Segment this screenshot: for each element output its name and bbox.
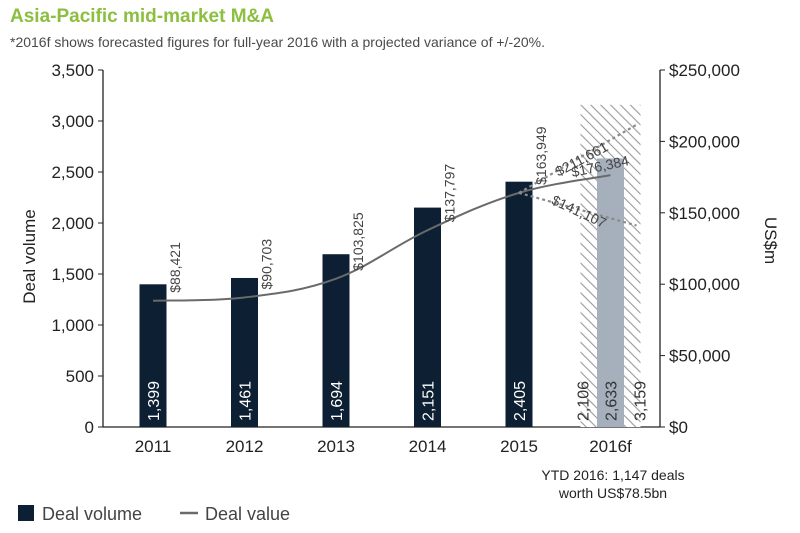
right-axis-title: US$m (761, 217, 780, 264)
left-tick-label: 2,500 (51, 163, 94, 182)
forecast-low-value-line (518, 191, 637, 227)
bar-value-label: 2,151 (421, 381, 438, 421)
bar-value-label: 1,399 (146, 381, 163, 421)
right-tick-label: $100,000 (669, 275, 740, 294)
right-tick-label: $150,000 (669, 204, 740, 223)
bar-deal-volume (231, 277, 258, 427)
line-deal-value (152, 174, 611, 302)
forecast-low-volume-label: 2,106 (576, 381, 593, 421)
left-tick-label: 1,500 (51, 265, 94, 284)
right-tick-label: $50,000 (669, 347, 730, 366)
bar-deal-volume (505, 181, 533, 427)
left-tick-label: 3,000 (51, 112, 94, 131)
left-tick-label: 3,500 (51, 61, 94, 80)
forecast-high-volume-label: 3,159 (633, 381, 650, 421)
deal-value-label: $88,421 (167, 242, 183, 293)
forecast-high-value-line (518, 123, 638, 194)
bar-deal-volume (139, 284, 167, 427)
left-axis-title: Deal volume (20, 209, 39, 304)
x-tick-label: 2014 (409, 437, 447, 456)
deal-value-label: $163,949 (533, 126, 549, 185)
chart-title: Asia-Pacific mid-market M&A (10, 6, 274, 27)
x-tick-label: 2012 (226, 437, 264, 456)
x-tick-label: 2015 (500, 437, 538, 456)
x-tick-label: 2016f (589, 437, 632, 456)
deal-value-label: $103,825 (350, 212, 366, 271)
x-tick-label: 2011 (135, 437, 172, 456)
x-tick-label: 2013 (317, 437, 355, 456)
bar-deal-volume (414, 207, 441, 427)
legend-label-deal-volume: Deal volume (42, 504, 142, 524)
ytd-annotation-line: worth US$78.5bn (558, 485, 667, 501)
ytd-annotation-line: YTD 2016: 1,147 deals (541, 467, 684, 483)
bar-value-label: 2,405 (512, 381, 529, 421)
bar-deal-volume (322, 254, 350, 427)
left-tick-label: 2,000 (51, 214, 94, 233)
bar-value-label: 2,633 (604, 381, 621, 421)
deal-value-label: $137,797 (442, 164, 458, 223)
bar-value-label: 1,694 (329, 381, 346, 421)
legend-swatch-deal-volume (18, 505, 34, 521)
right-tick-label: $200,000 (669, 132, 740, 151)
left-tick-label: 0 (85, 418, 94, 437)
chart-subtitle: *2016f shows forecasted figures for full… (10, 34, 546, 50)
bar-value-label: 1,461 (238, 381, 255, 421)
deal-value-label: $90,703 (259, 239, 275, 290)
right-tick-label: $250,000 (669, 61, 740, 80)
legend-label-deal-value: Deal value (205, 504, 290, 524)
bar-deal-volume (597, 158, 624, 427)
left-tick-label: 500 (66, 367, 94, 386)
left-tick-label: 1,000 (51, 316, 94, 335)
right-tick-label: $0 (669, 418, 688, 437)
